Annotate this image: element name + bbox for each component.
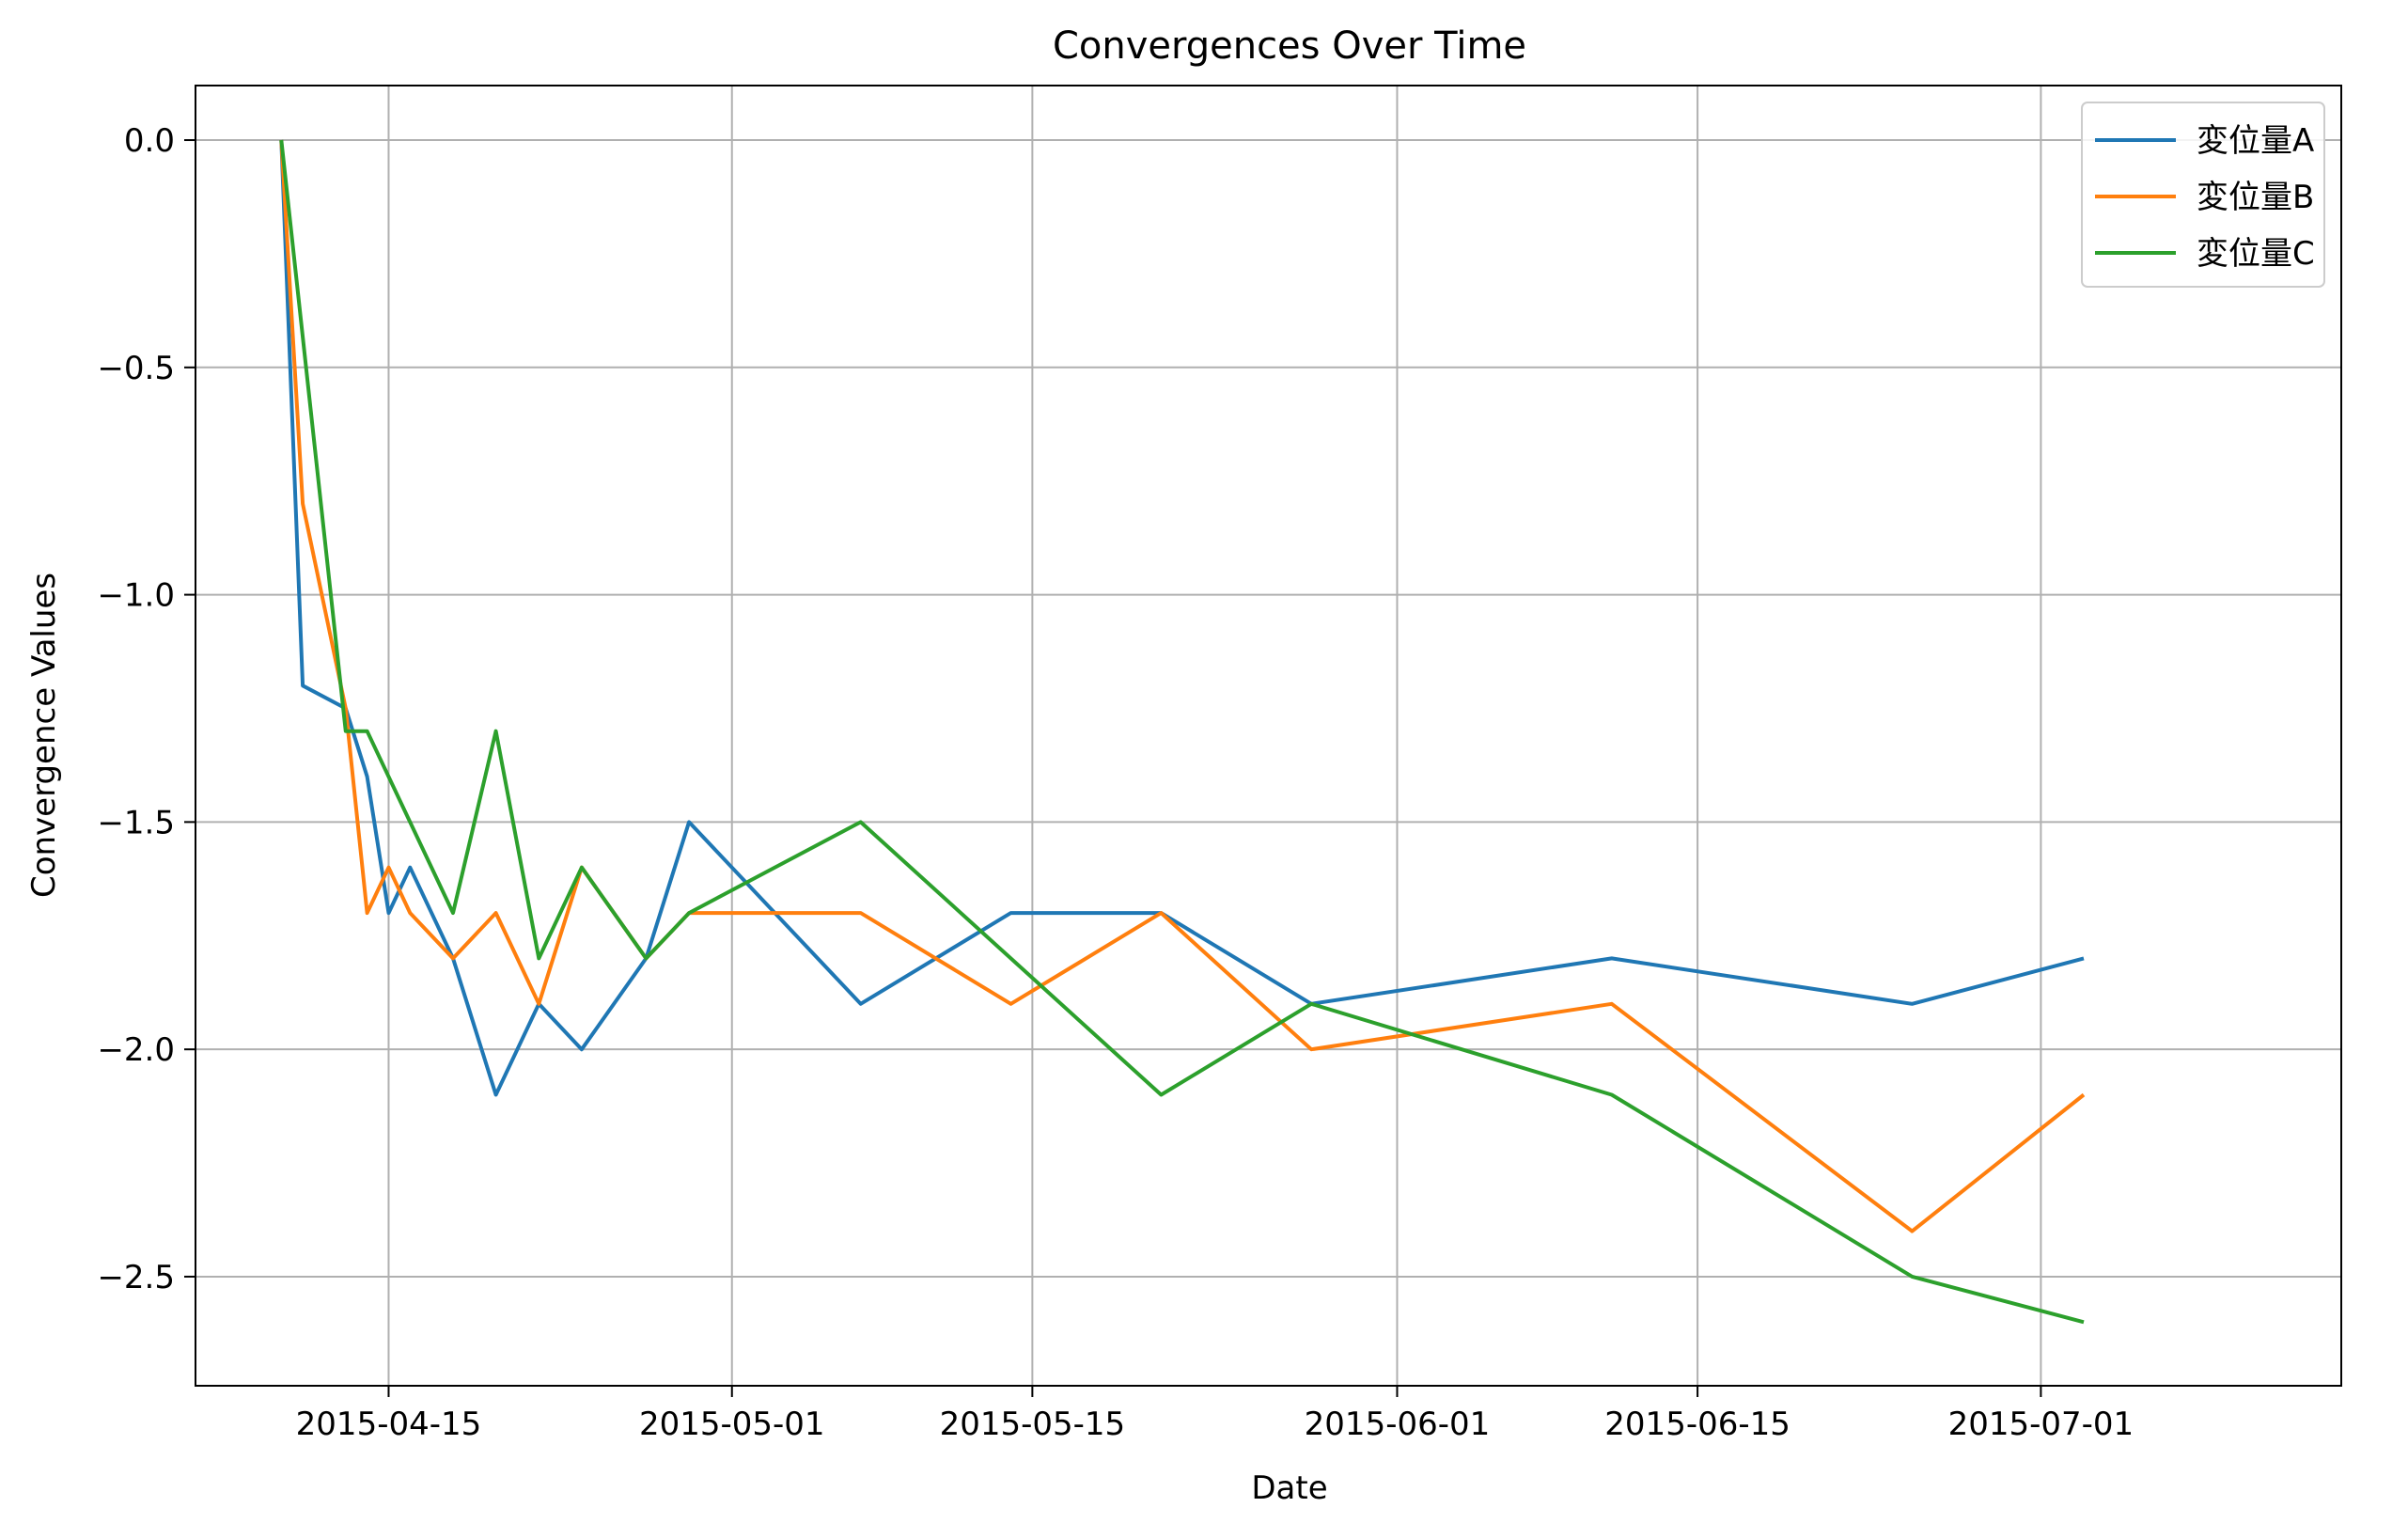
y-tick-label: −1.0: [97, 577, 175, 615]
grid-lines: [195, 86, 2341, 1386]
series-line-3: [279, 139, 2085, 1325]
x-tick-label: 2015-06-15: [1604, 1406, 1790, 1443]
chart-title: Convergences Over Time: [1053, 24, 1526, 68]
legend-label: 変位量B: [2197, 179, 2314, 216]
plot-frame: [195, 85, 2342, 1387]
series-lines: [279, 139, 2086, 1325]
x-tick-label: 2015-05-15: [940, 1406, 1126, 1443]
x-axis-label: Date: [1251, 1469, 1327, 1507]
legend-label: 変位量A: [2197, 122, 2314, 160]
x-tick-label: 2015-05-01: [639, 1406, 825, 1443]
legend-box: [2081, 102, 2325, 288]
legend-label: 変位量C: [2197, 235, 2315, 273]
axis-ticks: 2015-04-15 2015-05-01 2015-05-15 2015-06-01…: [97, 122, 2134, 1443]
legend: 変位量A 変位量B 変位量C: [2081, 102, 2325, 288]
x-tick-label: 2015-07-01: [1948, 1406, 2134, 1443]
y-axis-label: Convergence Values: [25, 573, 63, 898]
y-tick-label: 0.0: [124, 122, 175, 160]
y-tick-label: −1.5: [97, 804, 175, 841]
x-tick-label: 2015-04-15: [296, 1406, 482, 1443]
y-tick-label: −2.5: [97, 1259, 175, 1296]
y-tick-label: −0.5: [97, 350, 175, 387]
x-tick-label: 2015-06-01: [1305, 1406, 1491, 1443]
y-tick-label: −2.0: [97, 1031, 175, 1069]
